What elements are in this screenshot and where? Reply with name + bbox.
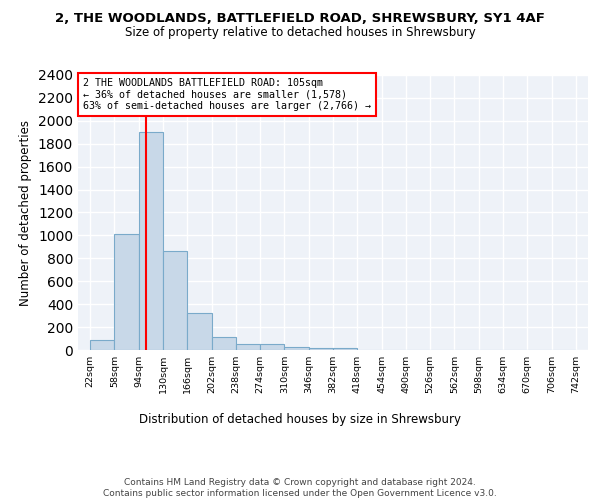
Bar — [236, 344, 260, 350]
Bar — [333, 348, 357, 350]
Bar — [309, 348, 333, 350]
Y-axis label: Number of detached properties: Number of detached properties — [19, 120, 32, 306]
Text: 2, THE WOODLANDS, BATTLEFIELD ROAD, SHREWSBURY, SY1 4AF: 2, THE WOODLANDS, BATTLEFIELD ROAD, SHRE… — [55, 12, 545, 26]
Text: Size of property relative to detached houses in Shrewsbury: Size of property relative to detached ho… — [125, 26, 475, 39]
Bar — [284, 346, 309, 350]
Text: 2 THE WOODLANDS BATTLEFIELD ROAD: 105sqm
← 36% of detached houses are smaller (1: 2 THE WOODLANDS BATTLEFIELD ROAD: 105sqm… — [83, 78, 371, 111]
Bar — [163, 252, 187, 350]
Text: Contains HM Land Registry data © Crown copyright and database right 2024.
Contai: Contains HM Land Registry data © Crown c… — [103, 478, 497, 498]
Bar — [212, 337, 236, 350]
Bar — [139, 132, 163, 350]
Bar — [115, 234, 139, 350]
Bar — [187, 314, 212, 350]
Text: Distribution of detached houses by size in Shrewsbury: Distribution of detached houses by size … — [139, 412, 461, 426]
Bar — [260, 344, 284, 350]
Bar — [90, 340, 115, 350]
